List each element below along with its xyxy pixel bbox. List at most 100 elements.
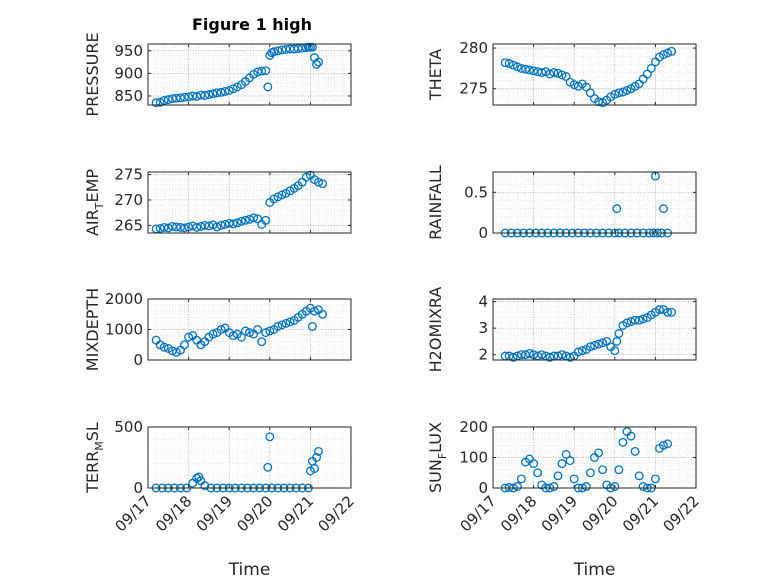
x-tick-label: 09/21 [619,492,662,535]
data-point [561,449,571,459]
data-point [525,348,534,358]
data-point [151,335,161,345]
data-point [310,464,319,473]
data-point [204,90,214,100]
data-point [273,192,283,202]
data-point [208,89,218,99]
data-point [557,459,567,469]
data-point [261,215,271,225]
data-point [557,70,567,80]
data-point [180,340,189,350]
data-point [549,482,559,491]
data-point [610,346,620,356]
data-point [253,214,263,224]
data-point [646,63,656,73]
data-point [537,68,547,77]
data-point [301,172,311,182]
data-point [500,58,510,68]
data-point [549,68,559,77]
y-axis-label-main: RAINFALL [426,165,445,240]
y-tick-label: 100 [459,449,488,467]
data-point [545,69,555,79]
y-tick-label: 275 [459,80,488,98]
data-point [228,331,238,341]
data-point [504,482,514,492]
data-point [618,437,628,447]
data-point [281,318,291,328]
y-axis-label-main: TERR [83,451,102,494]
data-point [638,482,648,491]
y-tick-label: 3 [478,319,488,337]
data-point [216,220,226,230]
data-point [310,306,319,316]
data-point [659,50,668,60]
data-point [516,474,526,484]
data-point [610,89,620,99]
data-point [614,88,624,98]
data-point [594,448,604,458]
data-point [598,465,608,475]
y-axis-label: SUNFLUX [426,422,449,493]
data-point [240,326,250,336]
y-tick-label: 4 [478,293,488,311]
data-point [516,63,526,73]
x-tick-label: 09/17 [112,492,155,535]
data-point [573,347,583,357]
data-point [590,453,599,462]
y-axis-label-main: MIXDEPTH [83,288,102,371]
data-point [659,440,668,450]
data-point [512,62,522,72]
x-tick-label: 09/19 [193,492,236,535]
y-axis-label: MIXDEPTH [83,288,102,371]
data-point [163,95,173,105]
data-point [155,97,165,107]
y-tick-label: 0 [478,224,488,242]
data-point [159,342,169,352]
data-point [663,48,673,58]
data-point [277,320,287,330]
data-point [236,216,246,226]
data-point [159,96,169,105]
y-tick-label: 2000 [105,290,143,308]
y-axis-label-subscript: T [93,202,106,210]
data-point [537,350,547,360]
data-point [590,340,599,350]
data-point [614,329,624,338]
data-point [253,67,263,77]
axes-box [147,171,352,234]
subplot-3: 265 270 275 AIRTEMP [83,166,352,236]
y-tick-label: 850 [114,87,143,105]
data-point [622,318,632,328]
data-point [312,453,321,462]
data-point [263,82,273,92]
data-point [216,325,226,334]
data-point [569,474,579,484]
data-point [265,432,275,442]
data-point [557,350,567,360]
data-point [285,317,295,327]
data-point [208,329,218,339]
data-point [307,321,317,331]
data-point [585,468,595,478]
data-point [253,325,263,334]
data-point [630,315,640,325]
data-point [626,317,636,326]
y-axis-label-main: THETA [426,49,445,101]
data-point [277,190,287,200]
data-point [553,471,563,481]
data-point [626,431,636,441]
data-point [659,204,668,214]
y-axis-label: H2OMIXRA [426,287,445,373]
y-axis-label-tail: SL [83,422,102,441]
data-point [610,482,620,491]
data-point [151,98,161,108]
y-axis-label: THETA [426,49,445,101]
data-point [577,346,587,356]
x-tick-label: 09/19 [538,492,581,535]
data-point [663,307,673,317]
x-tick-label: 09/21 [274,492,317,535]
data-point [224,86,234,95]
y-axis-label-main: AIR [83,209,102,236]
